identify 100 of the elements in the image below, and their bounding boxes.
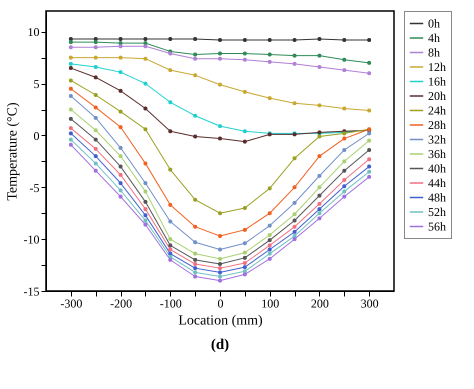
point [168,129,172,134]
point [242,250,247,255]
point [268,211,272,216]
legend-label: 48h [428,190,446,204]
point [317,37,322,41]
point [68,94,73,98]
point [317,154,322,158]
point [317,207,322,212]
point [193,198,198,202]
point [168,37,172,41]
point [94,154,98,158]
point [143,41,148,46]
point [367,148,372,152]
x-tick-label: 0 [218,296,224,310]
point [143,82,148,86]
point [118,125,123,130]
point [68,138,73,142]
point [317,202,322,206]
point [94,40,98,44]
point [143,189,148,194]
point [94,161,98,166]
point [317,65,322,69]
point [268,248,272,252]
point [342,184,346,188]
point [193,262,198,266]
point [292,230,297,234]
point [268,224,272,228]
legend-label: 24h [428,104,446,118]
x-tick-label: 200 [310,296,329,310]
point [292,212,297,216]
point [193,52,198,57]
point [218,270,222,274]
point [118,154,123,158]
point [118,110,123,114]
legend-label: 28h [428,118,446,132]
point [242,261,247,265]
point [367,108,372,113]
point [168,52,172,56]
point [268,238,272,242]
point [292,156,297,160]
point [193,56,198,61]
point [68,45,73,50]
legend-label: 8h [428,46,440,60]
point [193,134,198,138]
point [94,168,98,173]
point [94,146,98,151]
point [218,278,222,283]
point [342,159,346,164]
point [242,129,247,134]
point [367,71,372,76]
point [118,88,123,93]
point [168,68,172,72]
point [68,116,73,121]
point [168,100,172,104]
point [218,256,222,261]
point [94,65,98,69]
point [218,248,222,252]
legend-label: 32h [428,132,446,146]
point [118,194,123,199]
point [367,131,372,136]
point [94,138,98,142]
point [342,136,346,141]
point [242,206,247,210]
point [118,164,123,169]
point [168,248,172,252]
point [118,41,123,46]
point [94,75,98,80]
point [94,128,98,132]
y-tick-label: 5 [34,77,40,92]
point [143,213,148,218]
y-axis-title: Temperature (°C) [6,102,21,201]
x-axis-title: Location (mm) [178,314,264,328]
point [168,243,172,248]
point [317,54,322,58]
x-tick-label: 300 [360,296,379,310]
point [268,60,272,64]
point [317,134,322,138]
point [193,270,198,274]
point [168,168,172,172]
point [292,38,297,42]
point [193,252,198,256]
point [118,37,123,41]
legend-label: 56h [428,220,446,234]
point [367,174,372,179]
point [118,70,123,74]
point [218,266,222,270]
point [367,38,372,42]
point [193,73,198,78]
point [242,256,247,260]
point [143,127,148,132]
point [268,96,272,100]
x-tick-label: -100 [160,296,182,310]
point [218,82,222,87]
point [68,66,73,70]
point [292,54,297,58]
point [68,40,73,44]
point [242,58,247,62]
point [342,178,346,182]
point [268,243,272,248]
point [143,44,148,48]
